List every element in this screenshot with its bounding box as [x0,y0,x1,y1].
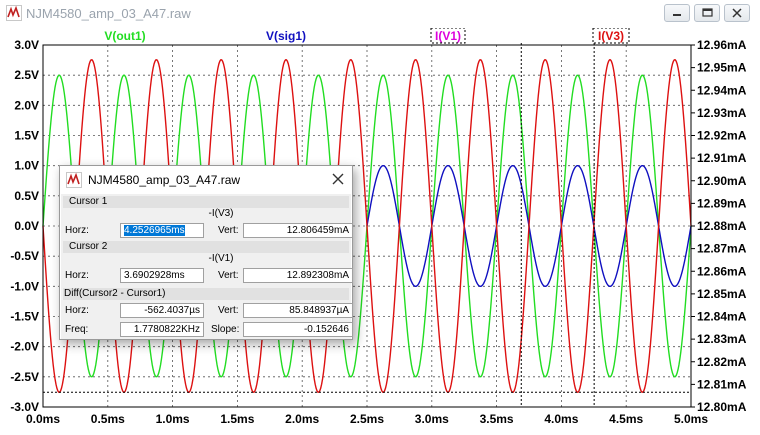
minimize-button[interactable] [664,4,690,22]
x-tick-label: 4.5ms [609,412,643,426]
right-axis-tick-label: 12.87mA [697,242,747,256]
right-axis-tick-label: 12.88mA [697,219,747,233]
diff-slope-label: Slope: [211,324,240,335]
x-tick-label: 5.0ms [674,412,708,426]
minimize-icon [673,14,681,16]
right-axis-tick-label: 12.90mA [697,174,747,188]
trace-label-iv3[interactable]: I(V3) [598,29,624,43]
diff-horz-label: Horz: [65,305,89,316]
left-axis-tick-label: -1.5V [10,310,39,324]
cursor-marker-iv1 [430,28,466,44]
right-axis-tick-label: 12.95mA [697,61,747,75]
cursor1-horz-field[interactable]: 4.2526965ms [120,223,204,238]
trace-label-vsig1[interactable]: V(sig1) [266,29,306,43]
left-axis-tick-label: -2.5V [10,370,39,384]
right-axis-tick-label: 12.86mA [697,264,747,278]
cursor2-vert-field[interactable]: 12.892308mA [243,268,353,283]
diff-vert-label: Vert: [218,305,239,316]
dialog-body: Cursor 1 -I(V3) Horz: 4.2526965ms Vert: … [61,194,353,339]
cursor2-horz-label: Horz: [65,270,89,281]
left-axis-tick-label: -3.0V [10,400,39,414]
trace-label-iv1[interactable]: I(V1) [435,29,461,43]
x-tick-label: 3.5ms [480,412,514,426]
x-tick-label: 2.0ms [285,412,319,426]
cursor2-vert-label: Vert: [218,270,239,281]
x-tick-label: 3.0ms [415,412,449,426]
right-axis-tick-label: 12.92mA [697,129,747,143]
cursor2-trace-name: -I(V1) [208,253,234,264]
cursor1-horz-label: Horz: [65,225,89,236]
right-axis-tick-label: 12.89mA [697,196,747,210]
left-axis-tick-label: 1.5V [14,129,39,143]
diff-freq-field[interactable]: 1.7780822KHz [120,322,204,337]
right-axis-tick-label: 12.82mA [697,355,747,369]
dialog-title: NJM4580_amp_03_A47.raw [88,173,241,187]
diff-vert-field[interactable]: 85.848937µA [243,303,353,318]
restore-button[interactable] [694,4,720,22]
x-tick-label: 1.0ms [156,412,190,426]
diff-freq-label: Freq: [65,324,89,335]
diff-slope-field[interactable]: -0.152646 [243,322,353,337]
cursor1-vert-label: Vert: [218,225,239,236]
right-axis-tick-label: 12.83mA [697,332,747,346]
left-axis-tick-label: 3.0V [14,38,39,52]
right-axis-tick-label: 12.91mA [697,151,747,165]
cursor2-heading: Cursor 2 [69,241,108,252]
close-icon[interactable] [330,171,346,187]
diff-heading: Diff(Cursor2 - Cursor1) [64,288,166,299]
ltspice-app-icon [66,172,82,188]
right-axis-tick-label: 12.80mA [697,400,747,414]
right-axis-tick-label: 12.94mA [697,83,747,97]
x-tick-label: 4.0ms [544,412,578,426]
cursor1-section-bar [63,196,349,208]
left-axis-tick-label: 0.0V [14,219,39,233]
cursor2-horz-field[interactable]: 3.6902928ms [120,268,204,283]
close-window-button[interactable] [724,4,750,22]
right-axis-tick-label: 12.81mA [697,377,747,391]
cursor2-section-bar [63,241,349,253]
left-axis-tick-label: 0.5V [14,189,39,203]
left-axis-tick-label: -0.5V [10,249,39,263]
cursor1-heading: Cursor 1 [69,196,108,207]
right-axis-tick-label: 12.93mA [697,106,747,120]
window-title: NJM4580_amp_03_A47.raw [26,6,191,21]
diff-horz-field[interactable]: -562.4037µs [120,303,204,318]
cursor1-trace-name: -I(V3) [208,208,234,219]
x-tick-label: 0.0ms [26,412,60,426]
restore-icon [702,8,713,17]
cursor1-horz-value: 4.2526965ms [124,225,185,236]
cursor1-vert-field[interactable]: 12.806459mA [243,223,353,238]
right-axis-tick-label: 12.85mA [697,287,747,301]
title-bar: NJM4580_amp_03_A47.raw [0,0,760,28]
diff-section-bar [63,288,349,300]
x-tick-label: 1.5ms [220,412,254,426]
x-tick-label: 2.5ms [350,412,384,426]
right-axis-tick-label: 12.96mA [697,38,747,52]
trace-iv3[interactable] [42,59,692,393]
cursor-info-dialog: NJM4580_amp_03_A47.raw Cursor 1 -I(V3) H… [59,165,353,340]
left-axis-tick-label: 2.5V [14,68,39,82]
ltspice-app-icon [6,5,22,21]
left-axis-tick-label: 1.0V [14,159,39,173]
right-axis-tick-label: 12.84mA [697,310,747,324]
left-axis-tick-label: -2.0V [10,340,39,354]
close-icon [732,8,742,18]
x-tick-label: 0.5ms [91,412,125,426]
trace-label-vout1[interactable]: V(out1) [104,29,145,43]
left-axis-tick-label: 2.0V [14,98,39,112]
cursor-marker-iv3 [592,28,630,44]
left-axis-tick-label: -1.0V [10,279,39,293]
